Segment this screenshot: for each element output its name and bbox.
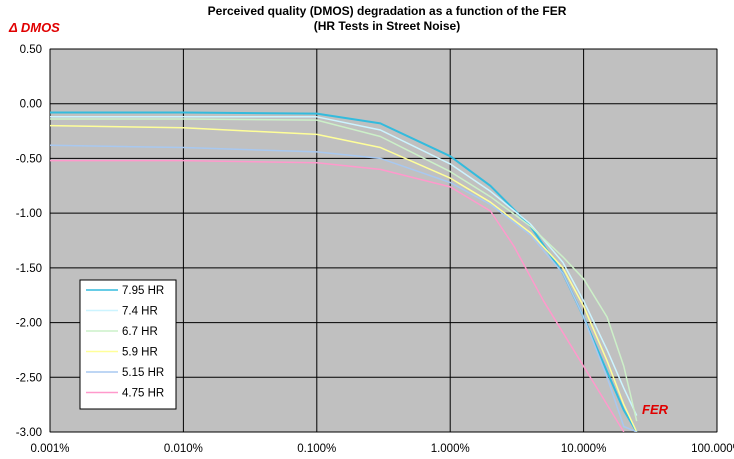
y-tick-label: -0.50 xyxy=(16,153,42,165)
y-axis-label: Δ DMOS xyxy=(9,20,60,35)
legend-label: 7.4 HR xyxy=(122,306,158,318)
y-tick-label: 0.50 xyxy=(20,44,42,56)
x-tick-label: 0.100% xyxy=(297,443,336,455)
series-line-5 xyxy=(50,144,637,432)
legend: 7.95 HR 7.4 HR 6.7 HR 5.9 HR 5.15 HR 4.75 HR xyxy=(79,279,177,410)
series-lines xyxy=(50,111,638,432)
chart-title: Perceived quality (DMOS) degradation as … xyxy=(207,4,567,18)
x-tick-label: 100.000% xyxy=(691,443,734,455)
series-line-6 xyxy=(50,159,625,432)
legend-label: 4.75 HR xyxy=(122,388,164,400)
tick-labels: 0.50 0.00 -0.50 -1.00 -1.50 -2.00 -2.50 -3.00 0.… xyxy=(16,44,734,455)
y-tick-label: -3.00 xyxy=(16,427,42,439)
y-tick-label: -1.00 xyxy=(16,208,42,220)
chart-subtitle: (HR Tests in Street Noise) xyxy=(313,19,461,33)
series-line-2 xyxy=(50,116,638,416)
series-line-3 xyxy=(50,118,638,422)
x-tick-label: 10.000% xyxy=(561,443,606,455)
y-tick-label: 0.00 xyxy=(20,99,42,111)
legend-label: 7.95 HR xyxy=(122,285,164,297)
legend-box xyxy=(79,279,177,410)
x-axis-label: FER xyxy=(642,402,668,417)
series-line-4 xyxy=(50,124,638,432)
y-tick-label: -2.00 xyxy=(16,318,42,330)
x-tick-label: 1.000% xyxy=(431,443,470,455)
legend-label: 6.7 HR xyxy=(122,326,158,338)
x-tick-label: 0.010% xyxy=(164,443,203,455)
x-tick-label: 0.001% xyxy=(30,443,69,455)
legend-label: 5.15 HR xyxy=(122,367,164,379)
legend-label: 5.9 HR xyxy=(122,347,158,359)
y-tick-label: -1.50 xyxy=(16,263,42,275)
series-line-1 xyxy=(50,111,638,432)
y-tick-label: -2.50 xyxy=(16,372,42,384)
